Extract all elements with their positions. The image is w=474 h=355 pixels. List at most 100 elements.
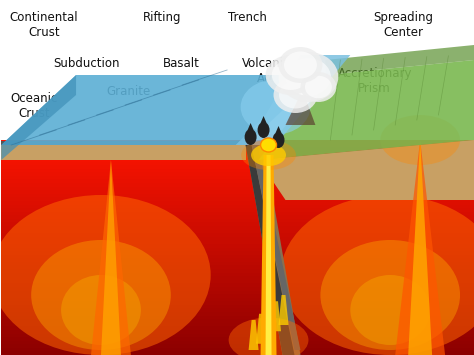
Polygon shape (101, 160, 121, 355)
Polygon shape (259, 140, 474, 200)
Ellipse shape (241, 140, 296, 170)
Polygon shape (1, 145, 246, 160)
Polygon shape (1, 262, 474, 266)
Ellipse shape (284, 51, 317, 78)
Polygon shape (408, 140, 432, 355)
Polygon shape (1, 297, 474, 301)
Polygon shape (1, 151, 474, 154)
Polygon shape (1, 319, 474, 323)
Polygon shape (1, 287, 474, 290)
Ellipse shape (251, 144, 286, 166)
Polygon shape (1, 280, 474, 283)
Polygon shape (1, 276, 474, 280)
Ellipse shape (279, 47, 322, 83)
Polygon shape (1, 141, 246, 145)
Polygon shape (1, 351, 474, 355)
Polygon shape (1, 312, 474, 316)
Polygon shape (1, 208, 474, 212)
Polygon shape (236, 55, 350, 145)
Polygon shape (1, 165, 474, 169)
Polygon shape (1, 140, 474, 143)
Polygon shape (265, 155, 272, 355)
Polygon shape (1, 197, 474, 201)
Ellipse shape (350, 275, 430, 345)
Text: Rifting: Rifting (143, 11, 181, 24)
Polygon shape (1, 330, 474, 333)
Polygon shape (1, 162, 474, 165)
Ellipse shape (301, 72, 337, 102)
Polygon shape (1, 212, 474, 215)
Ellipse shape (320, 240, 460, 350)
Polygon shape (1, 169, 474, 172)
Ellipse shape (245, 129, 256, 145)
Ellipse shape (61, 275, 141, 345)
Polygon shape (1, 237, 474, 240)
Polygon shape (395, 140, 445, 355)
Polygon shape (1, 305, 474, 308)
Ellipse shape (286, 58, 331, 96)
Ellipse shape (265, 55, 315, 95)
Ellipse shape (31, 240, 171, 350)
Polygon shape (1, 294, 474, 297)
Polygon shape (1, 273, 474, 276)
Polygon shape (1, 348, 474, 351)
Polygon shape (1, 143, 474, 147)
Polygon shape (1, 323, 474, 326)
Polygon shape (1, 316, 474, 319)
Text: Spreading
Center: Spreading Center (373, 11, 433, 39)
Polygon shape (325, 45, 474, 75)
Polygon shape (1, 251, 474, 255)
Polygon shape (248, 320, 259, 350)
Polygon shape (261, 116, 266, 123)
Polygon shape (1, 247, 474, 251)
Polygon shape (247, 123, 254, 130)
Ellipse shape (305, 76, 332, 98)
Ellipse shape (261, 138, 276, 152)
Polygon shape (279, 295, 289, 325)
Text: Granite: Granite (107, 85, 151, 98)
Polygon shape (1, 341, 474, 344)
Polygon shape (1, 301, 474, 305)
Polygon shape (1, 244, 474, 247)
Polygon shape (1, 223, 474, 226)
Polygon shape (271, 301, 281, 331)
Polygon shape (246, 145, 294, 355)
Polygon shape (1, 183, 474, 187)
Polygon shape (246, 145, 301, 355)
Polygon shape (1, 344, 474, 348)
Text: Subduction: Subduction (53, 57, 119, 70)
Ellipse shape (257, 122, 270, 138)
Polygon shape (264, 307, 273, 338)
Text: Basalt: Basalt (163, 57, 200, 70)
Polygon shape (1, 269, 474, 273)
Polygon shape (275, 126, 282, 133)
Polygon shape (1, 176, 474, 179)
Ellipse shape (241, 80, 310, 135)
Polygon shape (1, 337, 474, 341)
Ellipse shape (272, 60, 309, 90)
Polygon shape (91, 160, 131, 355)
Polygon shape (1, 179, 474, 183)
Polygon shape (1, 219, 474, 223)
Ellipse shape (228, 317, 309, 355)
Polygon shape (256, 314, 266, 344)
Ellipse shape (273, 77, 318, 113)
Ellipse shape (273, 132, 284, 148)
Polygon shape (1, 226, 474, 230)
Polygon shape (1, 204, 474, 208)
Text: Trench: Trench (228, 11, 266, 24)
Polygon shape (1, 154, 474, 158)
Text: Volcanic
Arc: Volcanic Arc (242, 57, 290, 85)
Polygon shape (1, 158, 474, 162)
Polygon shape (1, 233, 474, 237)
Polygon shape (1, 290, 474, 294)
Polygon shape (1, 75, 76, 160)
Polygon shape (259, 140, 474, 170)
Polygon shape (1, 240, 474, 244)
Polygon shape (1, 75, 320, 145)
Ellipse shape (279, 82, 312, 109)
Polygon shape (252, 145, 301, 350)
Text: Accretionary
Prism: Accretionary Prism (337, 67, 412, 95)
Text: Continental
Crust: Continental Crust (9, 11, 78, 39)
Polygon shape (1, 266, 474, 269)
